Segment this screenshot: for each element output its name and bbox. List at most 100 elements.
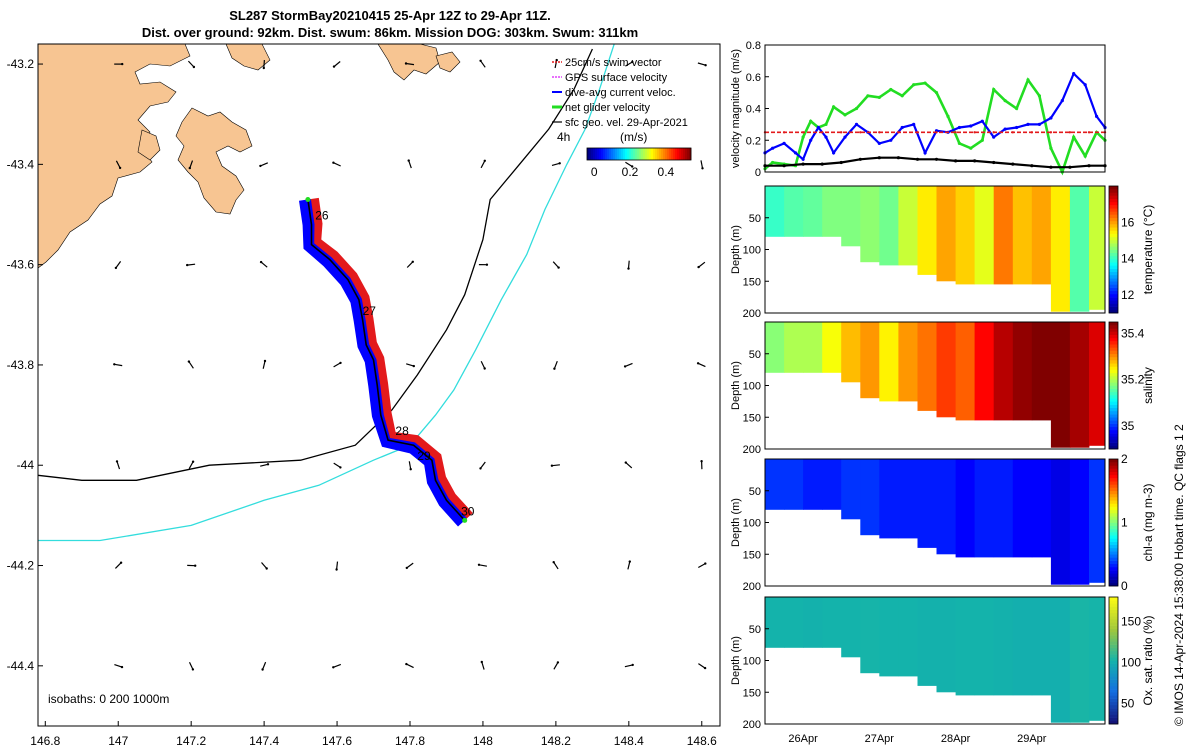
current-arrow <box>406 562 414 569</box>
section-colorbar-cell <box>1109 246 1118 250</box>
velocity-y-tick-label: 0.6 <box>746 72 761 84</box>
section-colorbar-cell <box>1109 395 1118 399</box>
section-colorbar-cell <box>1109 224 1118 228</box>
section-colorbar-tick-label: 35.2 <box>1121 373 1145 387</box>
section-y-tick-label: 50 <box>749 213 761 225</box>
section-y-tick-label: 150 <box>743 549 761 561</box>
current-arrow-head <box>187 360 191 363</box>
velocity-point <box>1083 154 1087 158</box>
map-colorbar-cell <box>605 148 608 160</box>
section-colorbar-cell <box>1109 522 1118 526</box>
section-cell <box>841 322 861 383</box>
current-arrow-head <box>191 668 195 671</box>
section-cell <box>841 186 861 247</box>
current-arrow-head <box>259 164 262 168</box>
velocity-point <box>782 164 786 168</box>
velocity-point <box>801 131 805 134</box>
section-colorbar-cell <box>1109 493 1118 498</box>
section-colorbar-cell <box>1109 647 1118 652</box>
section-colorbar-cell <box>1109 331 1118 335</box>
velocity-point <box>1095 114 1099 118</box>
section-colorbar-cell <box>1109 459 1118 463</box>
section-colorbar-cell <box>1109 641 1118 645</box>
section-cell <box>1012 459 1033 558</box>
velocity-point <box>1037 122 1041 126</box>
section-colorbar-cell <box>1109 679 1118 684</box>
velocity-point <box>1026 78 1030 82</box>
current-arrow-head <box>266 463 270 466</box>
section-colorbar-cell <box>1109 554 1118 558</box>
velocity-point <box>859 131 862 134</box>
section-colorbar-label: Ox. sat. ratio (%) <box>1141 615 1155 705</box>
map-colorbar-cell <box>647 148 650 160</box>
section-colorbar-cell <box>1109 509 1118 514</box>
section-colorbar-cell <box>1109 439 1118 443</box>
current-arrow-head <box>631 663 634 667</box>
current-arrow-head <box>479 467 482 470</box>
current-arrow <box>187 60 195 68</box>
section-colorbar-tick-label: 50 <box>1121 697 1135 711</box>
salinity-section-panel: 50 100 150 200 Depth (m) 35 35.2 35.4 salinity <box>730 321 1155 456</box>
velocity-point <box>771 146 775 150</box>
section-cell <box>974 459 995 558</box>
section-colorbar-cell <box>1109 695 1118 699</box>
velocity-point <box>992 160 996 165</box>
map-colorbar-cell <box>679 148 682 160</box>
section-colorbar-cell <box>1109 616 1118 620</box>
section-cell <box>1050 322 1071 448</box>
section-cell <box>784 597 804 648</box>
map-colorbar-cell <box>635 148 638 160</box>
section-colorbar-cell <box>1109 239 1118 244</box>
section-colorbar-cell <box>1109 366 1118 370</box>
section-colorbar-cell <box>1109 714 1118 718</box>
current-arrow <box>262 360 266 369</box>
map-colorbar-tick-label: 0.4 <box>658 165 675 179</box>
section-cell <box>822 597 842 648</box>
velocity-point <box>820 162 824 166</box>
velocity-point <box>957 141 962 145</box>
current-arrow-head <box>113 363 116 366</box>
section-colorbar-cell <box>1109 660 1118 664</box>
section-colorbar-cell <box>1109 663 1118 668</box>
section-colorbar-cell <box>1109 698 1118 703</box>
current-arrow-head <box>188 166 191 170</box>
section-cell <box>1031 597 1052 696</box>
section-colorbar-cell <box>1109 573 1118 577</box>
dive-avg-ribbon <box>299 199 467 527</box>
day-label: 27 <box>363 304 377 318</box>
section-cell <box>1031 459 1052 558</box>
tasmania-mainland <box>37 43 191 269</box>
map-y-tick-label: -43.8 <box>7 358 35 372</box>
section-colorbar-cell <box>1109 297 1118 301</box>
section-colorbar-cell <box>1109 372 1118 377</box>
figure-title-line1: SL287 StormBay20210415 25-Apr 12Z to 29-… <box>229 8 551 23</box>
map-colorbar-cell <box>597 148 600 160</box>
section-colorbar-frame <box>1108 321 1119 450</box>
section-x-tick-label: 26Apr <box>788 733 818 745</box>
section-colorbar-cell <box>1109 582 1118 587</box>
velocity-point <box>816 125 821 130</box>
map-colorbar-cell <box>669 148 672 160</box>
current-arrow-head <box>477 563 481 566</box>
map-colorbar-cell <box>683 148 686 160</box>
map-x-tick-label: 147.2 <box>176 734 206 748</box>
section-colorbar-label: salinity <box>1141 367 1155 404</box>
map-colorbar-cell <box>615 148 618 160</box>
map-colorbar-cell <box>675 148 678 160</box>
current-arrow-head <box>332 65 336 68</box>
section-y-tick-label: 200 <box>743 444 761 456</box>
velocity-point <box>980 119 984 123</box>
section-colorbar-tick-label: 0 <box>1121 579 1128 593</box>
map-colorbar-cell <box>653 148 656 160</box>
section-colorbar-cell <box>1109 414 1118 418</box>
velocity-point <box>771 160 775 165</box>
velocity-point <box>1049 146 1053 150</box>
section-colorbar-tick-label: 2 <box>1121 452 1128 466</box>
section-colorbar-cell <box>1109 423 1118 428</box>
velocity-point <box>877 95 881 99</box>
velocity-point <box>912 83 916 87</box>
section-colorbar-cell <box>1109 560 1118 565</box>
section-cell <box>822 322 842 373</box>
velocity-point <box>969 124 973 128</box>
section-colorbar-cell <box>1109 532 1118 536</box>
